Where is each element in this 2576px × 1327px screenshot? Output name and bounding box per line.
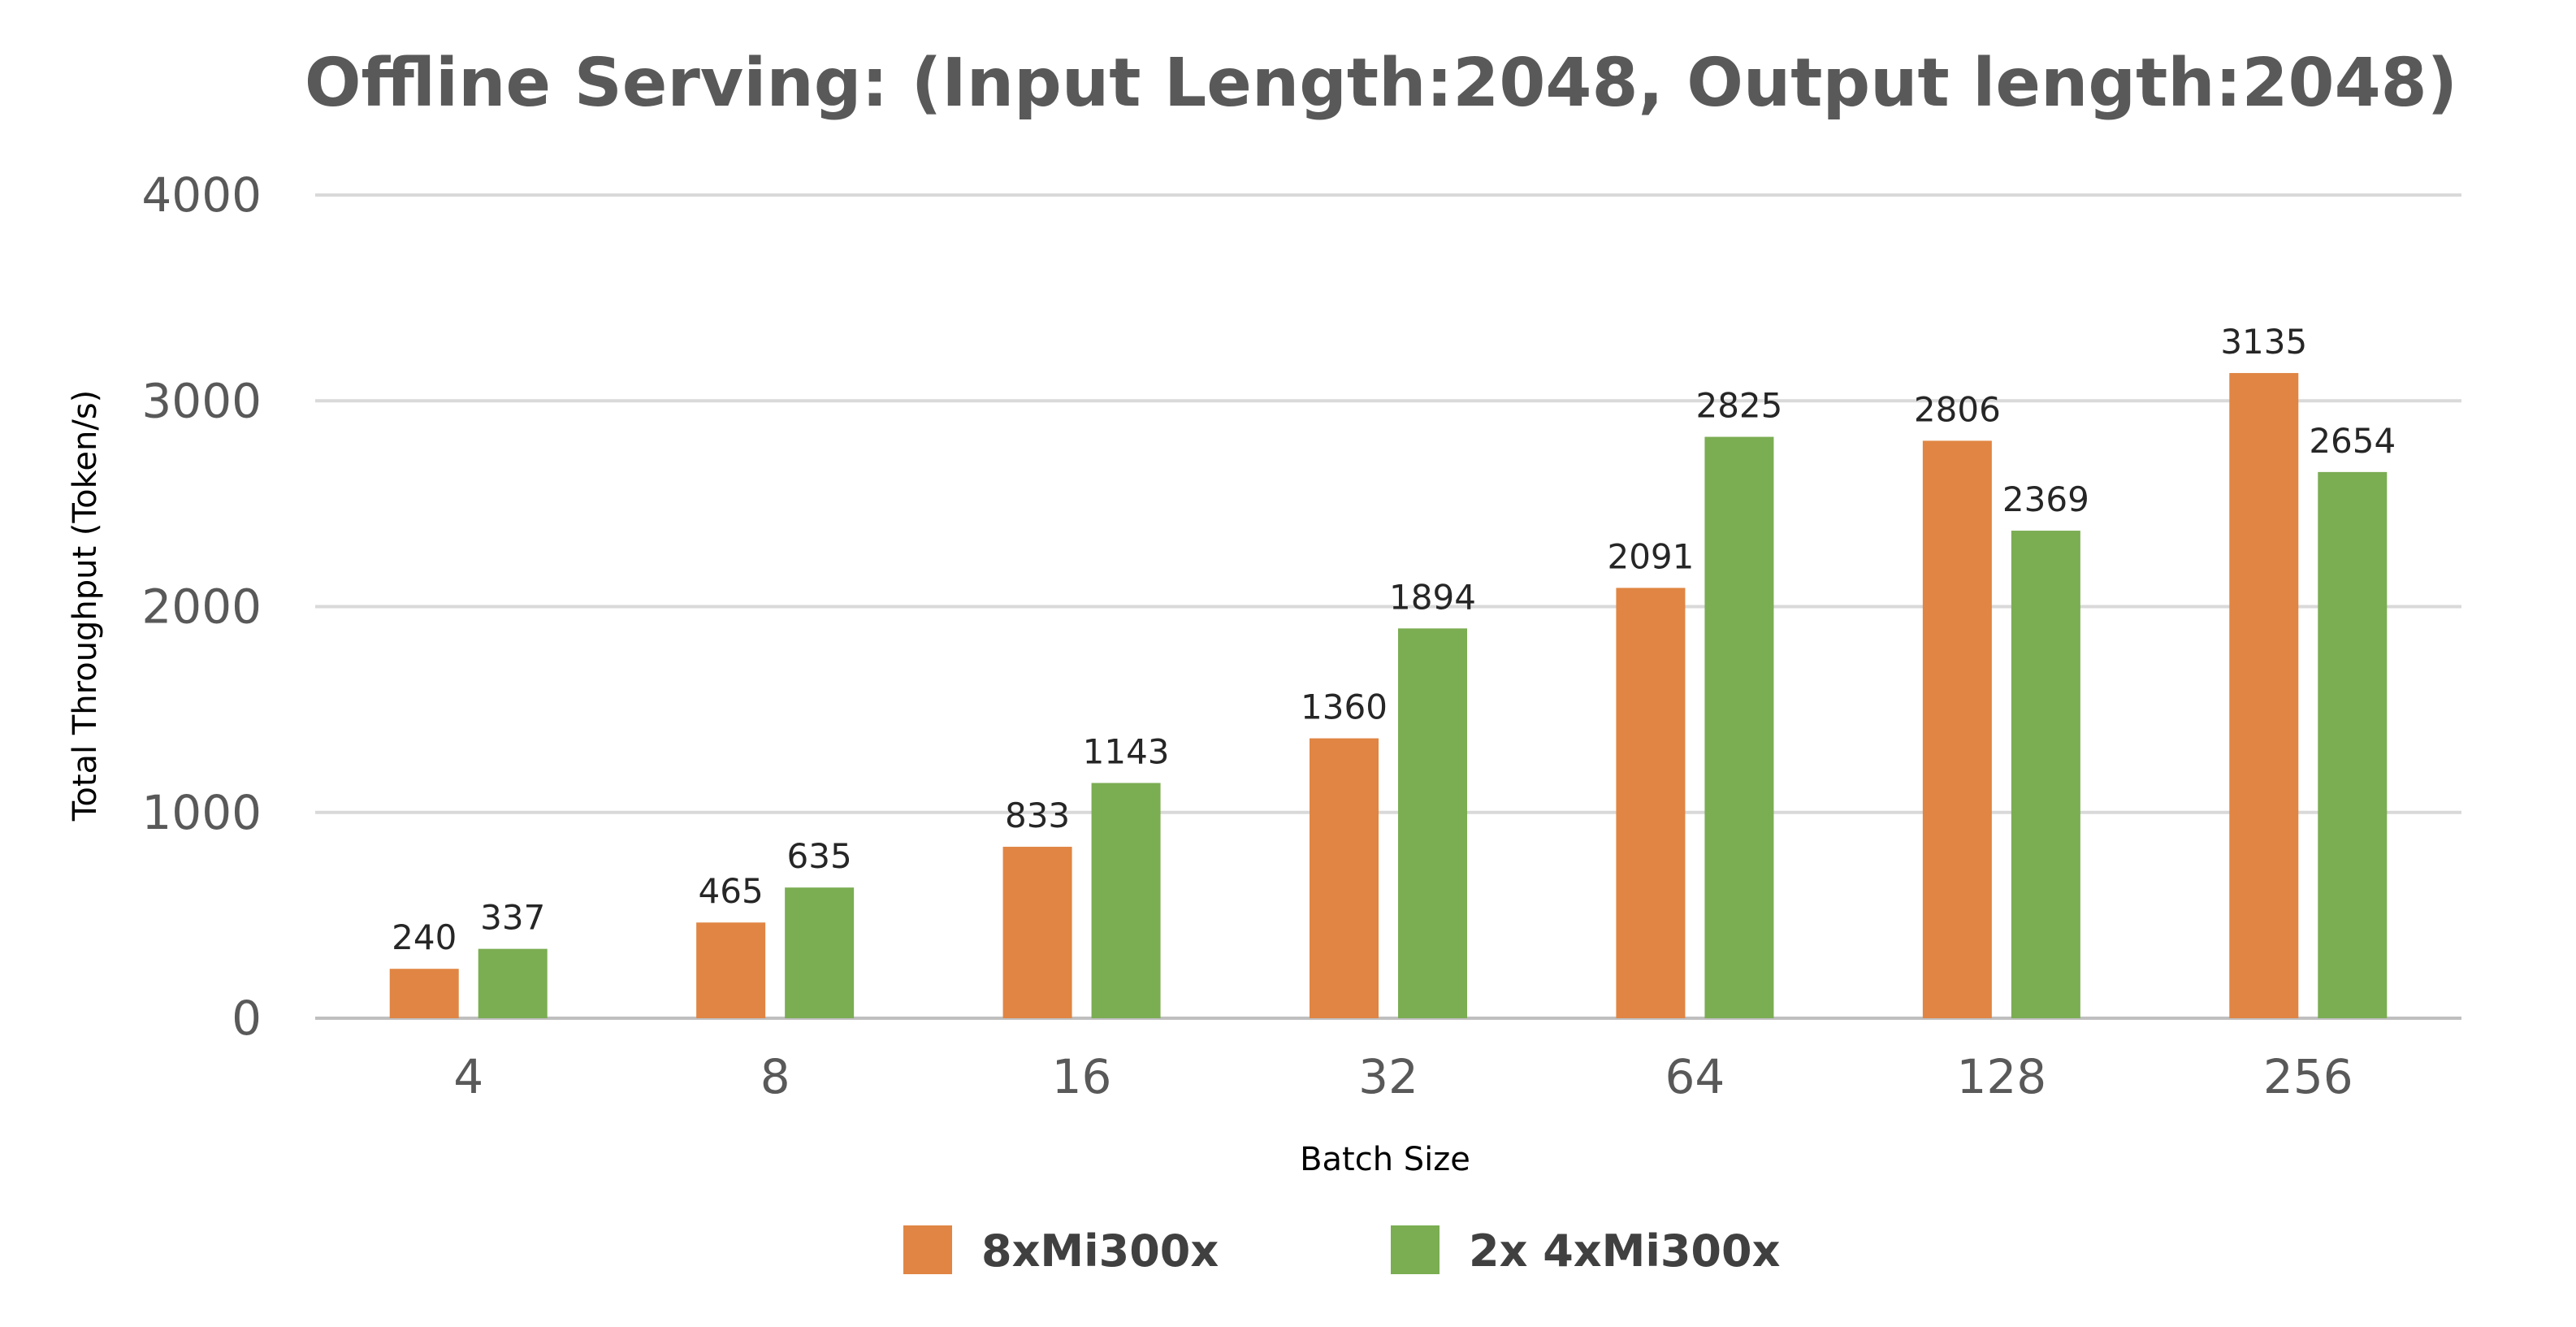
data-label: 2806 bbox=[1914, 389, 2001, 429]
bars bbox=[389, 373, 2388, 1018]
bar-series-2-128 bbox=[2011, 531, 2080, 1018]
bar-series-2-8 bbox=[785, 887, 855, 1018]
legend-label: 2x 4xMi300x bbox=[1469, 1225, 1781, 1277]
gridlines bbox=[315, 193, 2461, 1020]
bar-series-1-4 bbox=[389, 969, 459, 1018]
data-label: 635 bbox=[787, 836, 852, 876]
data-label: 2825 bbox=[1695, 386, 1782, 426]
data-label: 1143 bbox=[1083, 732, 1170, 772]
x-tick-label: 256 bbox=[2263, 1049, 2353, 1104]
bar-series-2-32 bbox=[1398, 628, 1467, 1018]
x-tick-label: 8 bbox=[760, 1049, 790, 1104]
y-axis-label: Total Throughput (Token/s) bbox=[67, 390, 104, 822]
x-tick-label: 32 bbox=[1358, 1049, 1418, 1104]
bar-series-1-256 bbox=[2229, 373, 2299, 1018]
data-label: 465 bbox=[699, 871, 764, 911]
bar-series-1-32 bbox=[1310, 738, 1379, 1018]
bar-series-2-256 bbox=[2318, 471, 2388, 1018]
x-tick-label: 128 bbox=[1956, 1049, 2046, 1104]
data-label: 240 bbox=[392, 917, 457, 957]
bar-series-2-4 bbox=[478, 948, 548, 1018]
bar-series-2-16 bbox=[1091, 783, 1161, 1018]
data-label: 1894 bbox=[1389, 577, 1476, 617]
legend: 8xMi300x 2x 4xMi300x bbox=[903, 1225, 1781, 1277]
y-axis-ticks: 0 1000 2000 3000 4000 bbox=[141, 167, 262, 1046]
bar-series-1-16 bbox=[1002, 847, 1072, 1018]
x-tick-label: 4 bbox=[453, 1049, 483, 1104]
bar-series-1-8 bbox=[696, 922, 766, 1018]
y-tick-label: 2000 bbox=[141, 579, 262, 635]
x-tick-label: 64 bbox=[1665, 1049, 1725, 1104]
data-label: 2654 bbox=[2309, 421, 2396, 461]
bar-series-1-128 bbox=[1922, 440, 1992, 1018]
data-label: 2091 bbox=[1607, 536, 1694, 576]
data-label: 2369 bbox=[2002, 479, 2089, 519]
bar-series-1-64 bbox=[1616, 588, 1686, 1018]
y-tick-label: 0 bbox=[232, 991, 262, 1046]
legend-swatch bbox=[1391, 1225, 1440, 1274]
y-tick-label: 4000 bbox=[141, 167, 262, 223]
x-axis-label: Batch Size bbox=[1300, 1141, 1470, 1178]
y-tick-label: 3000 bbox=[141, 373, 262, 428]
data-label: 337 bbox=[480, 898, 545, 938]
x-tick-label: 16 bbox=[1052, 1049, 1112, 1104]
legend-swatch bbox=[903, 1225, 952, 1274]
y-tick-label: 1000 bbox=[141, 785, 262, 840]
bar-series-2-64 bbox=[1704, 436, 1774, 1018]
data-labels: 240 337 465 635 833 1143 1360 1894 2091 2825 2806 2… bbox=[392, 322, 2396, 957]
x-axis-ticks: 4 8 16 32 64 128 256 bbox=[453, 1049, 2353, 1104]
chart-title: Offline Serving: (Input Length:2048, Out… bbox=[305, 45, 2457, 122]
data-label: 833 bbox=[1005, 796, 1070, 835]
data-label: 3135 bbox=[2220, 322, 2307, 362]
data-label: 1360 bbox=[1301, 687, 1388, 727]
legend-label: 8xMi300x bbox=[981, 1225, 1219, 1277]
